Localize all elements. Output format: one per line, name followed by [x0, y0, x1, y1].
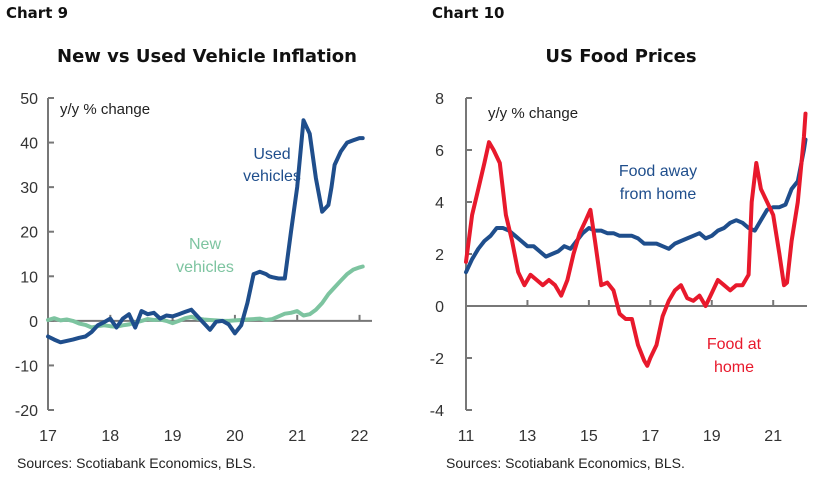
- chart-10-title: US Food Prices: [545, 46, 697, 67]
- chart-10-x-tick-label: 13: [519, 428, 537, 445]
- chart-9-x-tick-label: 22: [351, 428, 369, 445]
- chart-10-x-tick-label: 17: [641, 428, 659, 445]
- chart-9-x-tick-label: 19: [164, 428, 182, 445]
- chart-10-series: [464, 111, 808, 368]
- chart-9-used-label-line2: vehicles: [243, 168, 301, 185]
- chart-10-away-label-line2: from home: [620, 186, 697, 203]
- chart-9-y-tick-label: 20: [20, 225, 38, 242]
- chart-10-source: Sources: Scotiabank Economics, BLS.: [446, 455, 685, 471]
- chart-10-y-tick-label: 8: [435, 91, 444, 108]
- chart-10-y-tick-label: 6: [435, 143, 444, 160]
- chart-10-series-food-away-from-home: [464, 137, 808, 275]
- chart-10-axes: 8 6 4 2 0 -2 -4 11 13 15 17 19 21: [430, 91, 807, 445]
- chart-10-y-tick-label: 0: [435, 299, 444, 316]
- chart-9-label: Chart 9: [6, 4, 69, 22]
- chart-9-y-tick-label: 30: [20, 180, 38, 197]
- chart-10-away-label-line1: Food away: [619, 163, 697, 180]
- chart-9-x-tick-label: 21: [288, 428, 306, 445]
- chart-9-x-tick-label: 20: [226, 428, 244, 445]
- chart-9-y-tick-label: -20: [15, 403, 38, 420]
- chart-9-new-label-line2: vehicles: [176, 259, 234, 276]
- chart-9-source: Sources: Scotiabank Economics, BLS.: [17, 455, 256, 471]
- chart-9-used-label-line1: Used: [253, 146, 290, 163]
- chart-9-title: New vs Used Vehicle Inflation: [57, 46, 357, 67]
- chart-10-y-tick-label: 4: [435, 195, 444, 212]
- chart-10-x-tick-label: 21: [764, 428, 782, 445]
- chart-10-x-tick-label: 15: [580, 428, 598, 445]
- chart-10-home-label-line1: Food at: [707, 336, 762, 353]
- chart-9-x-tick-label: 17: [39, 428, 57, 445]
- chart-10-y-tick-label: -2: [430, 351, 444, 368]
- chart-10-x-tick-label: 11: [458, 428, 475, 445]
- chart-9-unit-label: y/y % change: [60, 101, 150, 118]
- chart-9-y-tick-label: -10: [15, 358, 38, 375]
- chart-10-label: Chart 10: [432, 4, 505, 22]
- chart-10-y-tick-label: -4: [430, 403, 444, 420]
- chart-9-new-label-line1: New: [189, 236, 221, 253]
- chart-9-y-tick-label: 10: [20, 269, 38, 286]
- chart-9-series-used-vehicles: [46, 118, 365, 345]
- chart-9-y-tick-label: 0: [29, 314, 38, 331]
- chart-10-series-food-at-home: [464, 111, 808, 368]
- chart-9-x-tick-label: 18: [101, 428, 119, 445]
- chart-10-x-tick-label: 19: [703, 428, 721, 445]
- chart-9-series: [46, 118, 365, 345]
- chart-9-y-tick-label: 40: [20, 136, 38, 153]
- chart-10-y-tick-label: 2: [435, 247, 444, 264]
- chart-9-y-tick-label: 50: [20, 91, 38, 108]
- chart-10-unit-label: y/y % change: [488, 105, 578, 122]
- chart-10-home-label-line2: home: [714, 359, 754, 376]
- chart-10-plot: 8 6 4 2 0 -2 -4 11 13 15 17 19 21 y/y % change Food …: [430, 91, 808, 445]
